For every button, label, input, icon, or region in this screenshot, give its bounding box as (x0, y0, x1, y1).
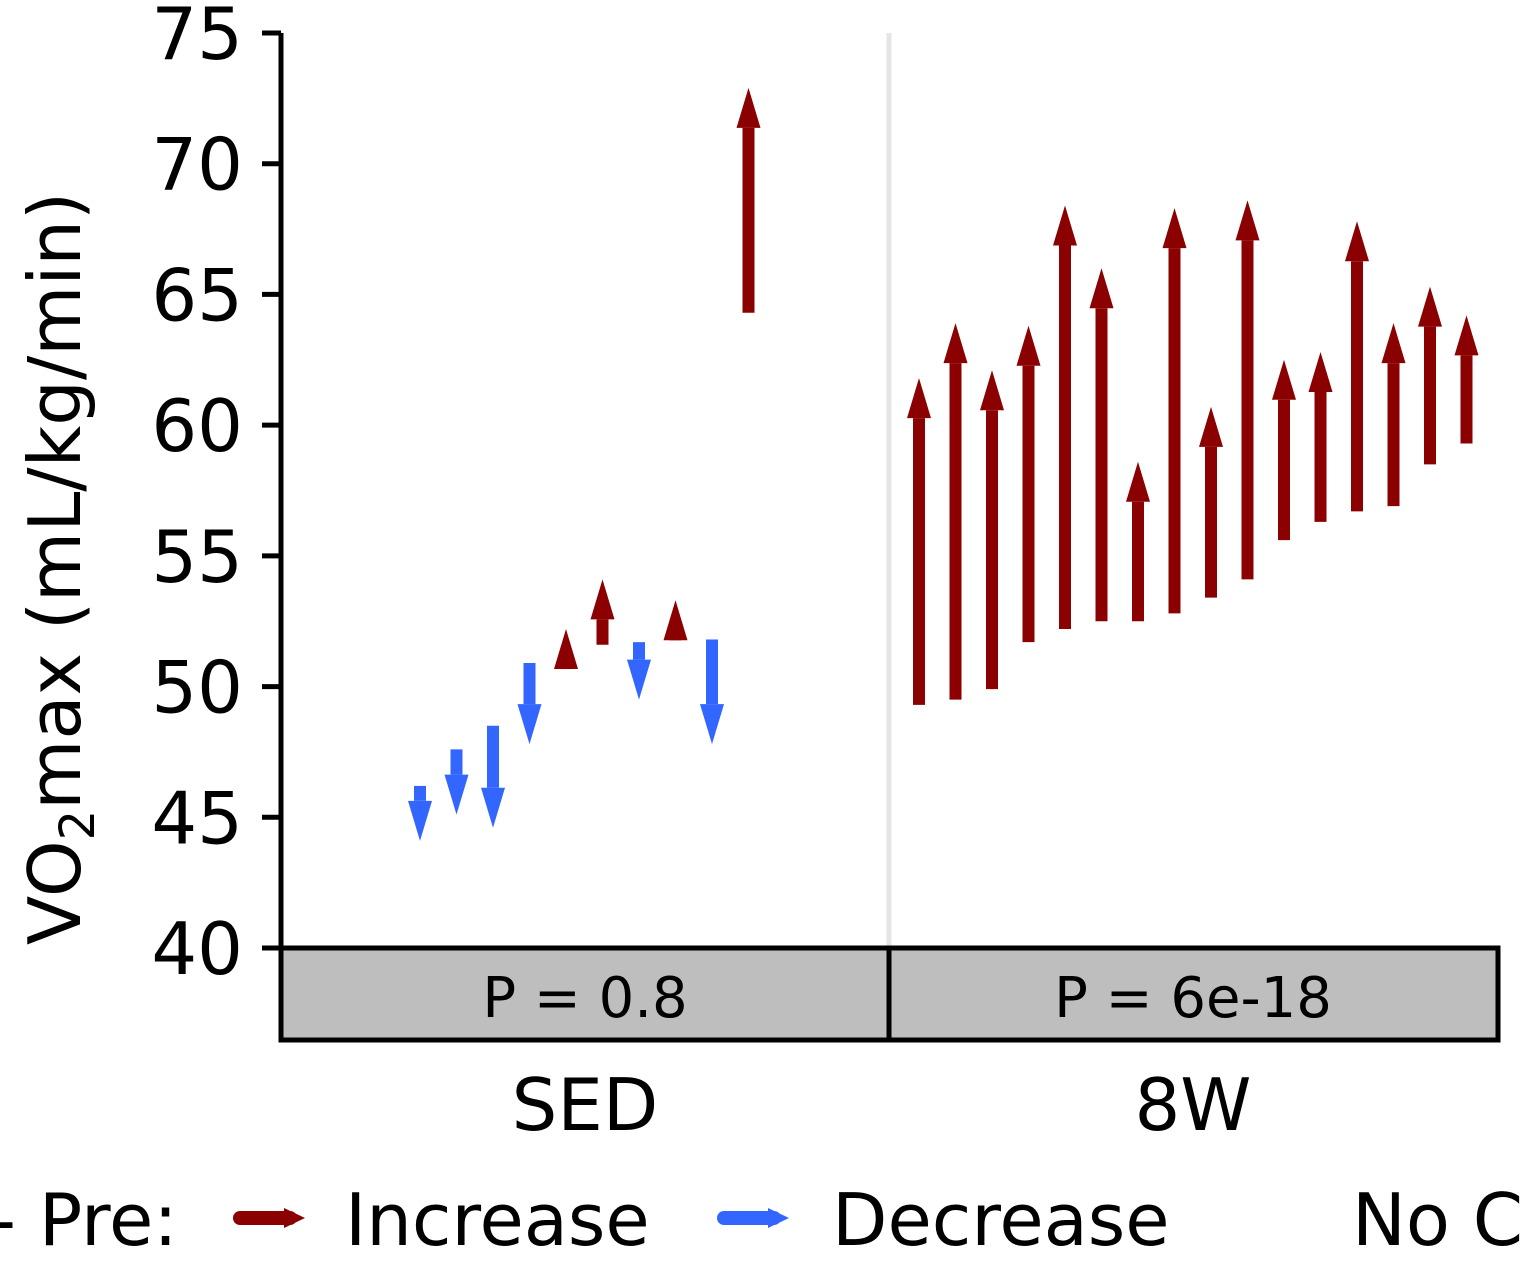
increase-arrow (980, 370, 1004, 690)
arrow-head (943, 323, 968, 364)
increase-arrow (943, 323, 968, 700)
y-tick-label: 60 (151, 384, 243, 468)
arrow-head (590, 579, 615, 620)
increase-arrow (1272, 359, 1296, 541)
decrease-arrow (481, 725, 505, 828)
increase-arrow (736, 87, 761, 313)
increase-arrow (1454, 315, 1479, 444)
y-tick-label: 65 (151, 253, 243, 337)
y-axis-title-rest: max (mL/kg/min) (13, 192, 97, 810)
increase-arrow (1308, 351, 1333, 522)
arrow-head (1454, 315, 1479, 356)
y-axis-title: VO2max (mL/kg/min) (13, 192, 106, 945)
increase-arrow (554, 629, 578, 670)
legend-title: - Pre: (0, 1178, 178, 1262)
x-label-sed: SED (512, 1063, 659, 1147)
arrow-head (1272, 359, 1296, 400)
p-value-sed: P = 0.8 (482, 966, 687, 1031)
increase-arrow (1235, 200, 1260, 580)
arrow-head (408, 800, 432, 841)
y-axis-ticks: 40 45 50 55 60 65 70 75 (151, 0, 281, 991)
arrow-head (663, 600, 688, 641)
y-tick-label: 50 (151, 646, 243, 730)
decrease-arrow (517, 663, 542, 745)
y-tick-label: 75 (151, 0, 243, 76)
arrow-head (1089, 268, 1114, 309)
arrow-head (700, 704, 724, 745)
legend-label-increase: Increase (345, 1178, 650, 1262)
y-tick-label: 55 (151, 515, 243, 599)
y-tick-label: 45 (151, 776, 243, 860)
arrow-head (1418, 286, 1442, 327)
arrow-head (554, 629, 578, 670)
increase-arrow (1162, 208, 1187, 614)
increase-arrow (1199, 406, 1223, 598)
arrow-head (1162, 208, 1187, 249)
arrow-head (517, 704, 542, 745)
arrow-head (481, 787, 505, 828)
increase-arrow (1345, 221, 1369, 512)
increase-arrow (1126, 461, 1150, 622)
arrow-head (627, 659, 651, 700)
increase-arrow (1089, 268, 1114, 622)
decrease-arrow (627, 642, 651, 700)
decrease-arrow (408, 785, 432, 841)
arrow-head (1308, 351, 1333, 392)
arrow-head (1381, 323, 1406, 364)
increase-arrow (663, 600, 688, 641)
increase-arrow (1016, 325, 1041, 643)
increase-arrow (1381, 323, 1406, 507)
decrease-arrow (700, 639, 724, 745)
legend-key-increase (233, 1208, 305, 1228)
strip-8w (886, 945, 1501, 1043)
arrow-head (907, 378, 931, 419)
legend-label-decrease: Decrease (832, 1178, 1170, 1262)
increase-arrow (907, 378, 931, 705)
arrow-head (736, 87, 761, 128)
strip-sed (278, 945, 892, 1043)
arrow-head (1345, 221, 1369, 262)
y-tick-label: 40 (151, 907, 243, 991)
increase-arrow (1418, 286, 1442, 465)
arrow-head (1199, 406, 1223, 447)
y-tick-label: 70 (151, 123, 243, 207)
legend-key-decrease (717, 1208, 789, 1228)
arrow-head (1126, 461, 1150, 502)
increase-arrow (590, 579, 615, 645)
y-axis-title-subscript: 2 (50, 810, 106, 841)
arrow-head (444, 774, 469, 815)
y-axis-title-main: VO (13, 840, 97, 945)
arrow-head (1053, 205, 1077, 246)
decrease-arrow (444, 749, 469, 815)
increase-arrow (1053, 205, 1077, 630)
arrow-series (408, 87, 1479, 841)
x-label-8w: 8W (1135, 1063, 1252, 1147)
arrow-head (1235, 200, 1260, 241)
arrow-head (980, 370, 1004, 411)
p-value-8w: P = 6e-18 (1054, 966, 1332, 1031)
arrow-head (1016, 325, 1041, 366)
legend-label-no-change: No C (1352, 1178, 1520, 1262)
